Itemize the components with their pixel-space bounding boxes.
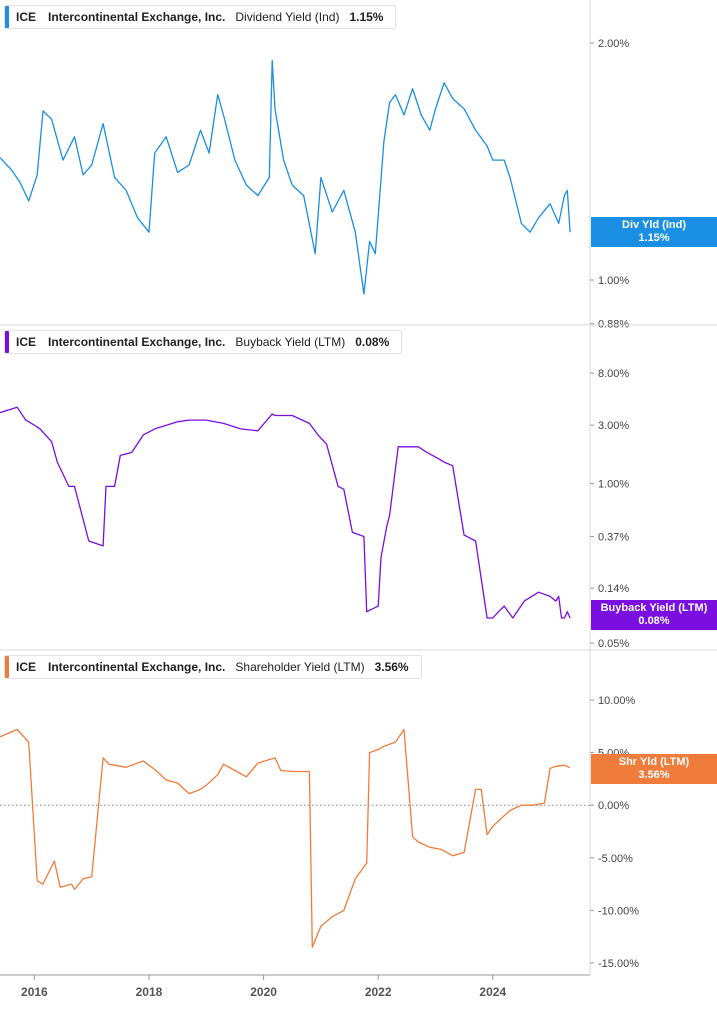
series-line-0 [0,59,571,295]
x-tick-label: 2016 [21,985,48,999]
value-tag-buyback-yield: Buyback Yield (LTM) 0.08% [591,600,717,630]
legend-metric: Dividend Yield (Ind) [235,10,340,24]
value-tag-dividend-yield: Div Yld (Ind) 1.15% [591,217,717,247]
legend-company: Intercontinental Exchange, Inc. [48,335,226,349]
legend-ticker: ICE [16,335,37,349]
y-tick-label: 3.00% [598,420,629,432]
legend-metric: Buyback Yield (LTM) [235,335,346,349]
legend-dividend-yield: ICE Intercontinental Exchange, Inc. Divi… [4,5,397,29]
legend-company: Intercontinental Exchange, Inc. [48,660,226,674]
y-tick-label: 0.05% [598,638,629,650]
y-tick-label: 8.00% [598,368,629,380]
legend-ticker: ICE [16,10,37,24]
tag-value: 3.56% [638,769,670,781]
y-tick-label: 2.00% [598,38,629,50]
y-tick-label: -10.00% [598,905,639,917]
tag-value: 1.15% [638,232,670,244]
x-tick-label: 2018 [136,985,163,999]
y-tick-label: 1.00% [598,479,629,491]
y-tick-label: 0.14% [598,583,629,595]
legend-value: 1.15% [349,10,384,24]
legend-company: Intercontinental Exchange, Inc. [48,10,226,24]
y-tick-label: -15.00% [598,958,639,970]
legend-shareholder-yield: ICE Intercontinental Exchange, Inc. Shar… [4,655,422,679]
series-color-swatch [5,656,9,678]
legend-buyback-yield: ICE Intercontinental Exchange, Inc. Buyb… [4,330,403,354]
y-tick-label: 0.00% [598,800,629,812]
series-color-swatch [5,331,9,353]
legend-value: 0.08% [355,335,390,349]
x-tick-label: 2020 [250,985,277,999]
y-tick-label: 10.00% [598,695,636,707]
y-tick-label: 0.37% [598,532,629,544]
tag-label: Shr Yld (LTM) [618,756,690,768]
x-tick-label: 2022 [365,985,392,999]
tag-value: 0.08% [638,615,670,627]
tag-label: Buyback Yield (LTM) [600,602,708,614]
series-line-1 [0,406,571,619]
series-color-swatch [5,6,9,28]
legend-ticker: ICE [16,660,37,674]
series-line-2 [0,728,571,948]
legend-value: 3.56% [374,660,409,674]
value-tag-shareholder-yield: Shr Yld (LTM) 3.56% [591,754,717,784]
y-tick-label: 1.00% [598,275,629,287]
legend-metric: Shareholder Yield (LTM) [235,660,365,674]
x-tick-label: 2024 [479,985,506,999]
tag-label: Div Yld (Ind) [622,219,686,231]
y-tick-label: -5.00% [598,853,633,865]
